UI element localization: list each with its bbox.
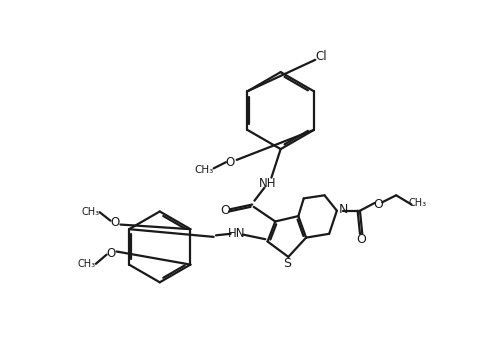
Text: O: O [225,156,234,169]
Text: N: N [338,203,348,216]
Text: O: O [357,233,366,246]
Text: HN: HN [228,227,245,240]
Text: NH: NH [259,177,276,190]
Text: O: O [220,204,230,217]
Text: CH₃: CH₃ [78,259,96,269]
Text: O: O [373,198,384,211]
Text: S: S [284,257,291,270]
Text: CH₃: CH₃ [195,165,214,175]
Text: O: O [107,247,116,260]
Text: Cl: Cl [315,50,326,63]
Text: O: O [110,216,120,229]
Text: CH₃: CH₃ [82,207,99,217]
Text: CH₃: CH₃ [408,198,427,208]
